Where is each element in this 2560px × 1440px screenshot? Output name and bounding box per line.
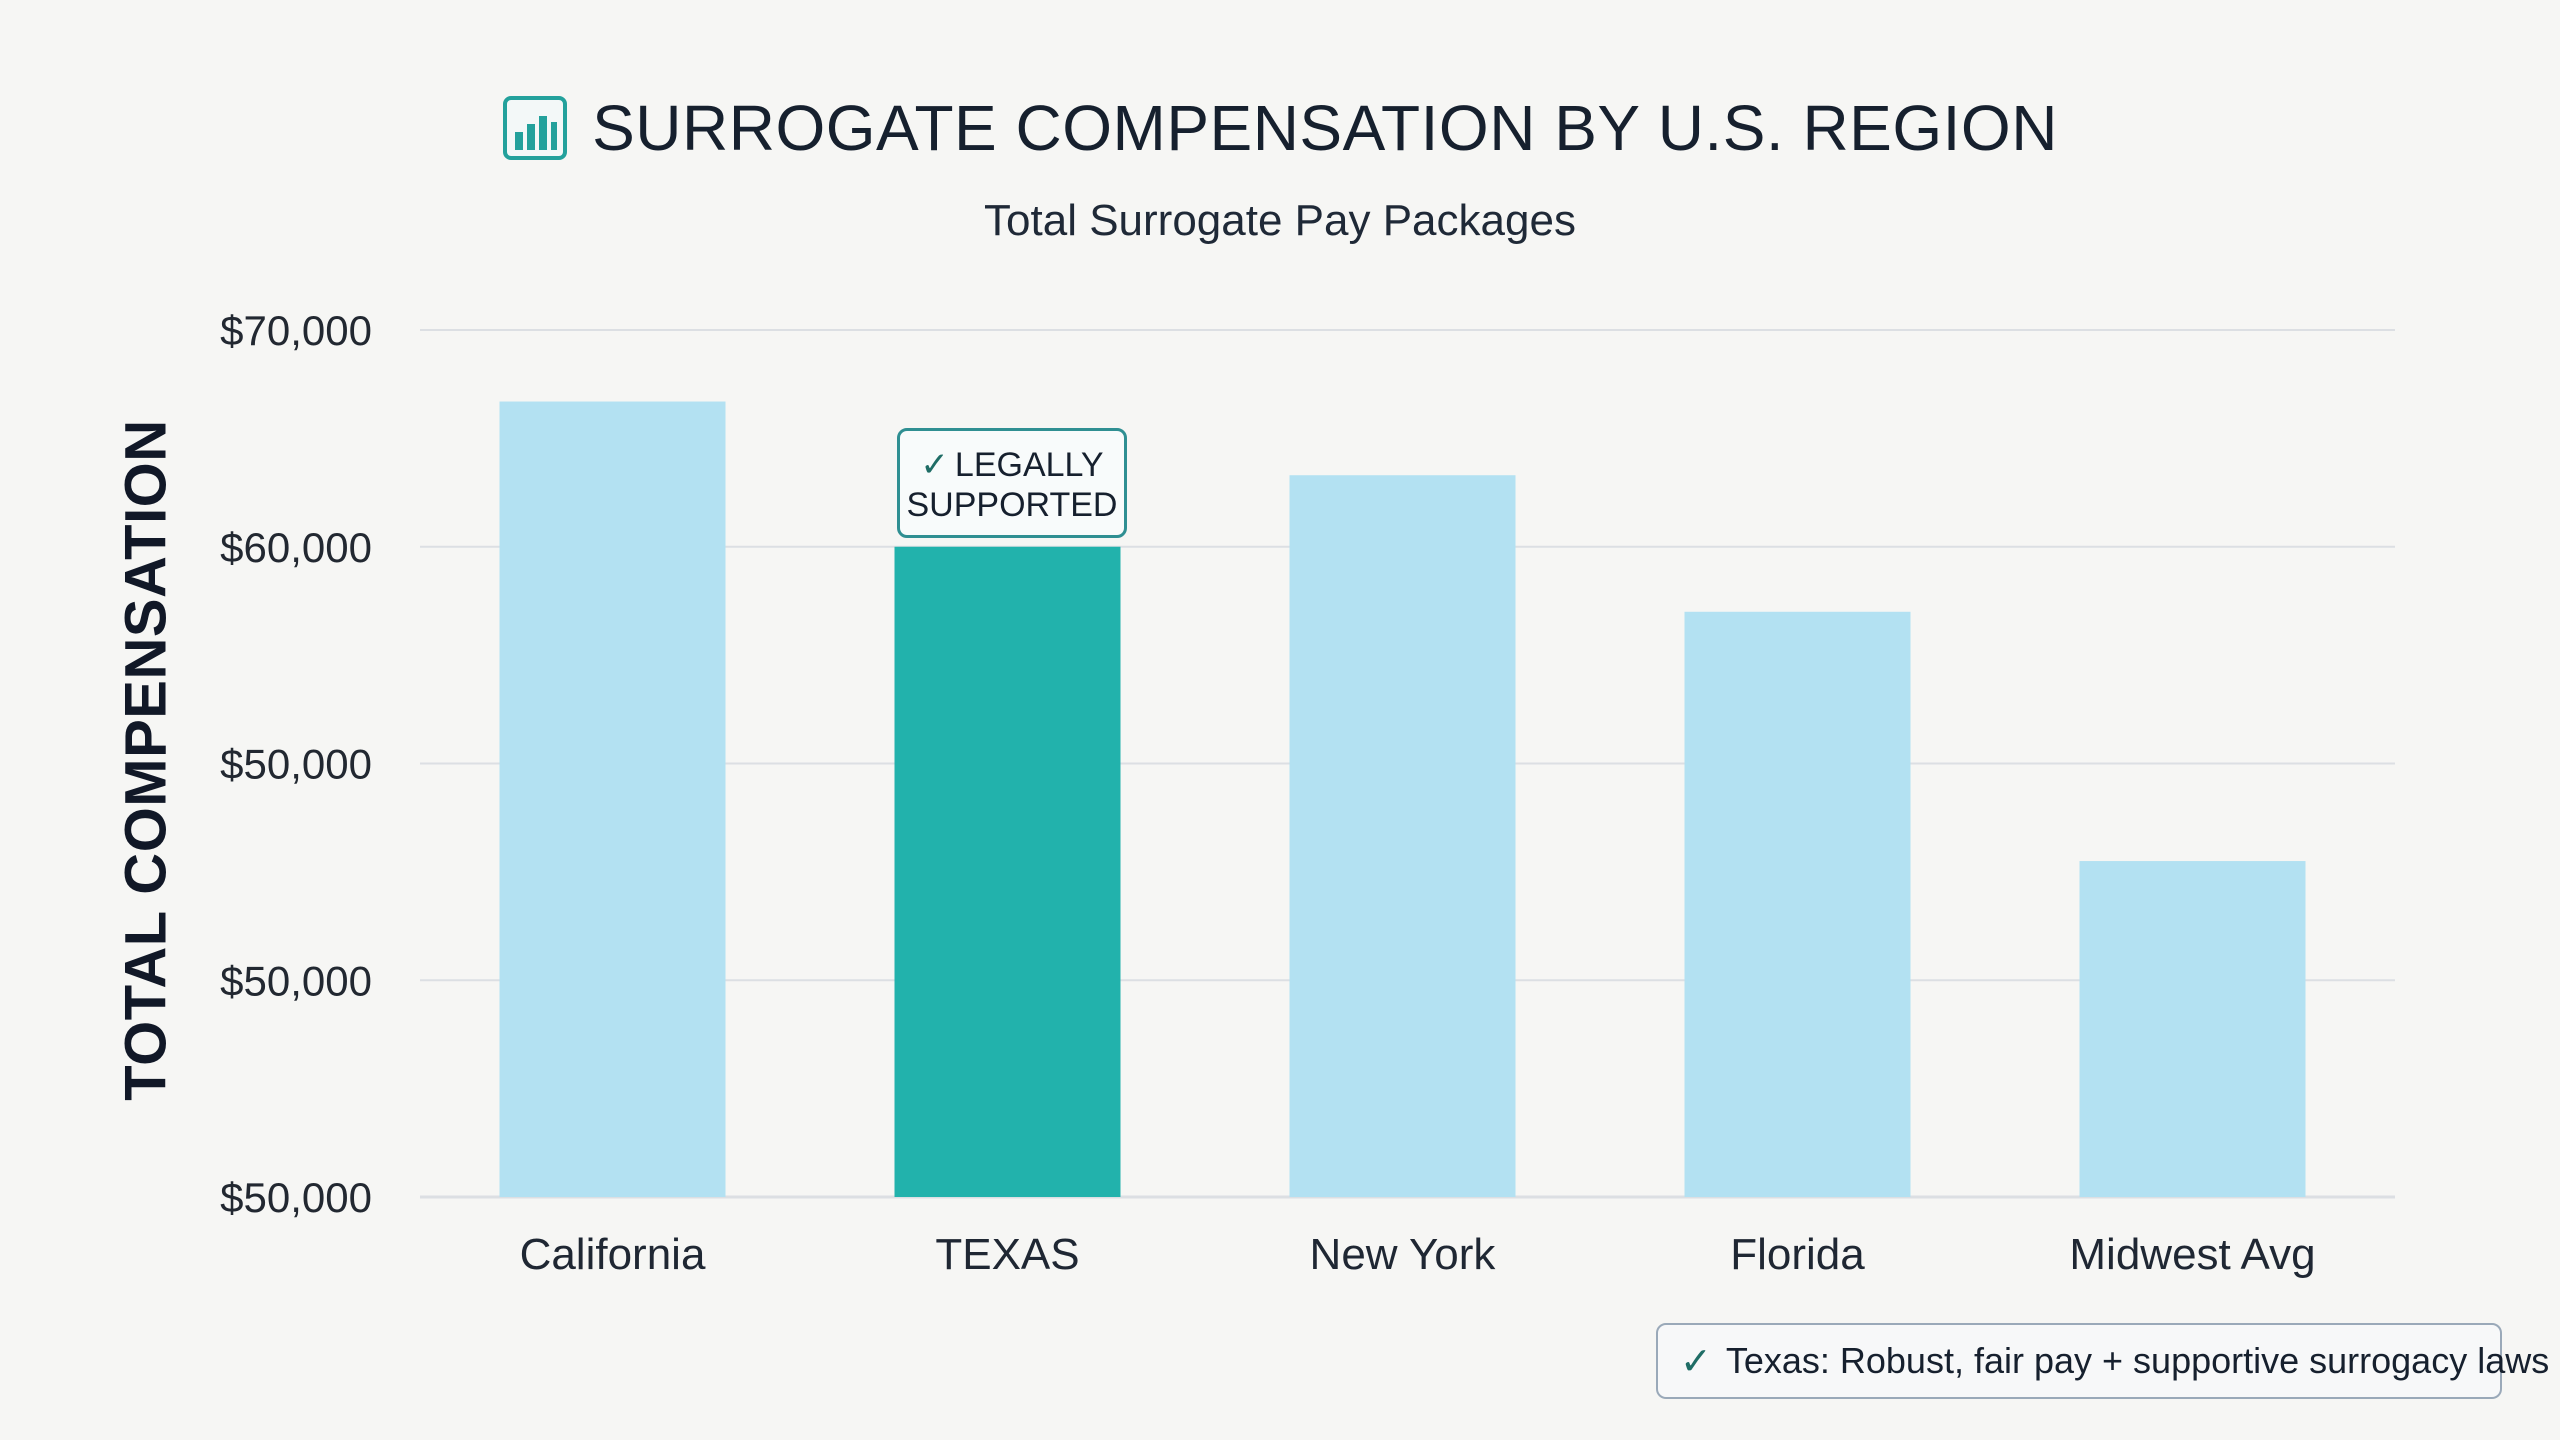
badge-line-1: LEGALLY (954, 446, 1104, 484)
x-tick-label: California (520, 1230, 706, 1279)
bar-new-york (1289, 475, 1516, 1197)
x-tick-label: Florida (1730, 1230, 1865, 1279)
bar-florida (1684, 611, 1911, 1197)
y-tick-label: $50,000 (220, 741, 372, 788)
chart-subtitle: Total Surrogate Pay Packages (984, 196, 1576, 245)
badge-line-2: SUPPORTED (906, 486, 1118, 524)
x-tick-label: New York (1310, 1230, 1497, 1279)
y-tick-label: $60,000 (220, 524, 372, 571)
x-tick-label: Midwest Avg (2069, 1230, 2315, 1279)
texas-note-text: Texas: Robust, fair pay + supportive sur… (1725, 1340, 2550, 1381)
y-tick-label: $50,000 (220, 1174, 372, 1221)
y-tick-label: $50,000 (220, 957, 372, 1004)
chart-title: SURROGATE COMPENSATION BY U.S. REGION (592, 92, 2058, 164)
bar-chart-icon (503, 96, 568, 160)
title-row: SURROGATE COMPENSATION BY U.S. REGION (0, 88, 2560, 168)
bar-midwest-avg (2079, 861, 2306, 1197)
bar-california (499, 401, 726, 1198)
x-tick-label: TEXAS (935, 1230, 1079, 1279)
check-icon: ✓ (920, 446, 949, 484)
bar-texas (894, 546, 1121, 1197)
legally-supported-badge: ✓ LEGALLY SUPPORTED (897, 428, 1127, 538)
texas-note: ✓ Texas: Robust, fair pay + supportive s… (1656, 1323, 2549, 1399)
y-tick-label: $70,000 (220, 307, 372, 354)
check-icon: ✓ (1680, 1340, 1712, 1383)
